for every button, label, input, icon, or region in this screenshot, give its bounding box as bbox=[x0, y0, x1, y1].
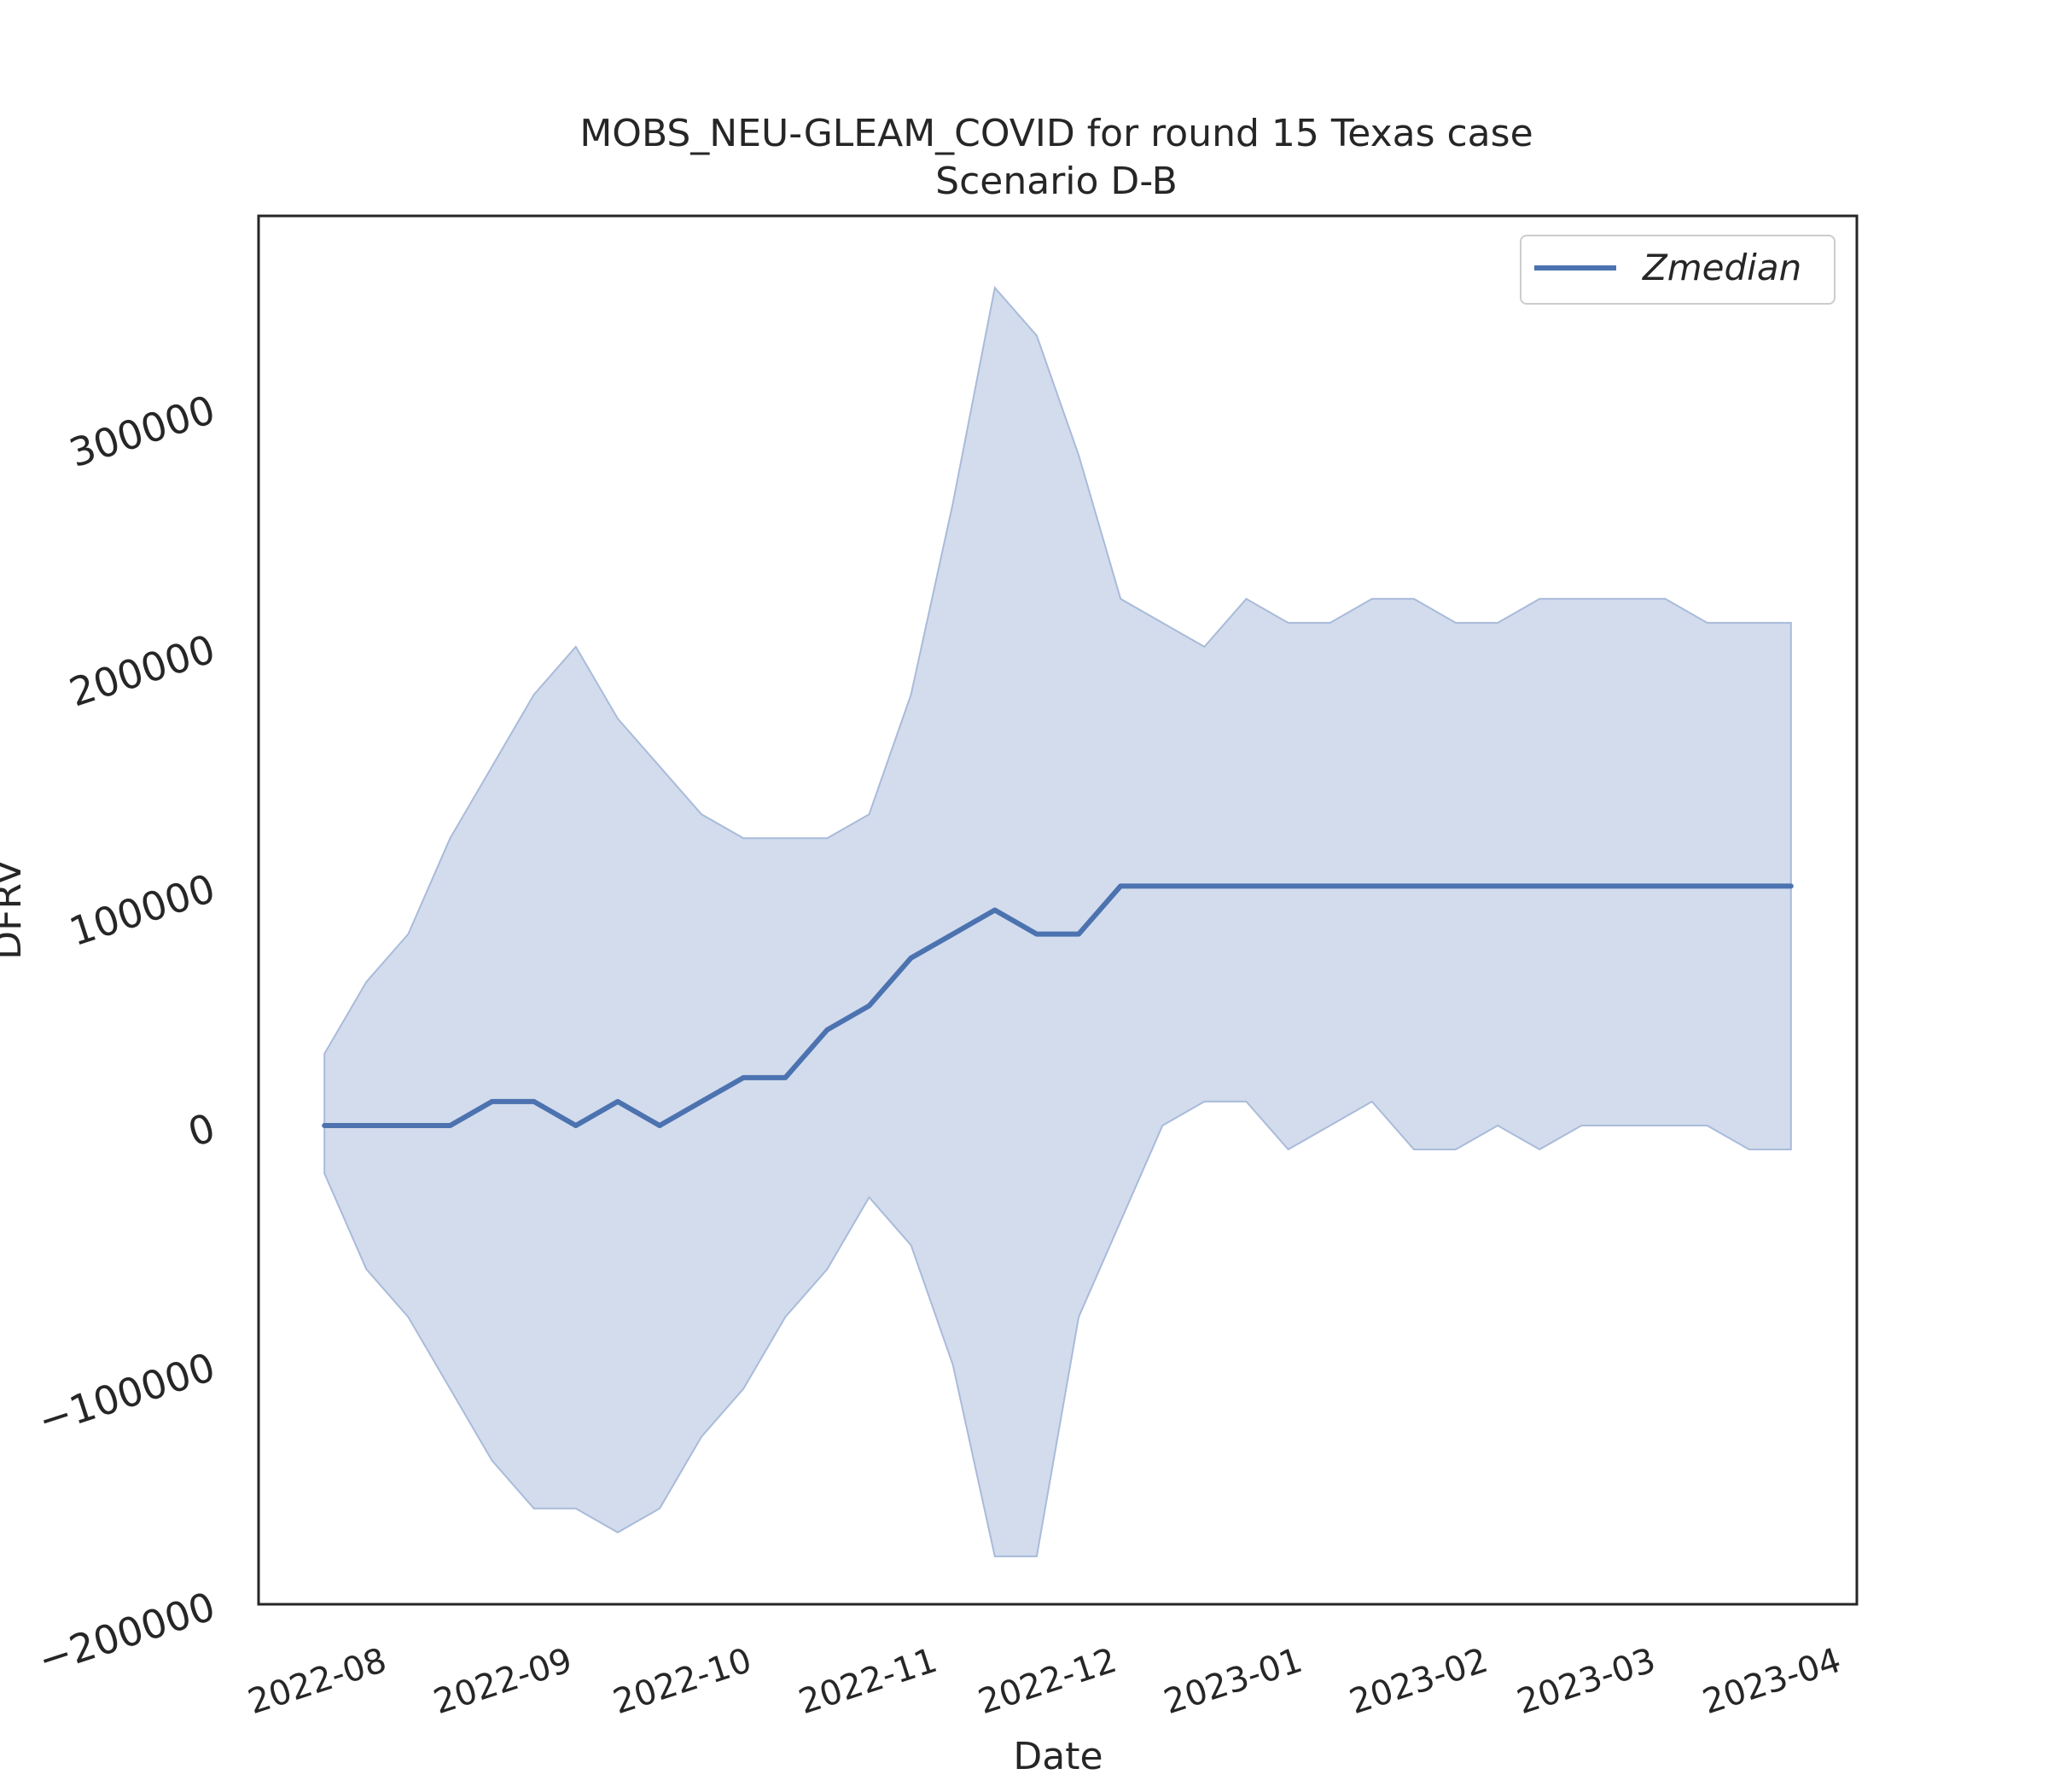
y-tick-label: −200000 bbox=[32, 1583, 220, 1684]
chart-subtitle: Scenario D-B bbox=[935, 160, 1178, 203]
legend: Zmedian bbox=[1520, 235, 1836, 305]
x-tick-label: 2023-02 bbox=[1345, 1641, 1492, 1722]
x-tick-label: 2023-04 bbox=[1698, 1641, 1846, 1722]
x-tick-label: 2022-10 bbox=[608, 1641, 756, 1722]
chart-title: MOBS_NEU-GLEAM_COVID for round 15 Texas … bbox=[579, 112, 1533, 155]
y-tick-label: 200000 bbox=[64, 625, 221, 716]
x-axis-label: Date bbox=[1013, 1735, 1103, 1778]
y-axis-label: DFRV bbox=[0, 859, 30, 959]
x-tick-label: 2022-11 bbox=[794, 1641, 942, 1722]
uncertainty-band bbox=[323, 286, 1792, 1557]
plot-area bbox=[322, 286, 1794, 1557]
y-tick-label: −100000 bbox=[32, 1344, 220, 1445]
x-axis-ticks: 2022-08 2022-09 2022-10 2022-11 2022-12 2023-… bbox=[243, 1641, 1846, 1722]
legend-label: Zmedian bbox=[1642, 247, 1801, 288]
y-tick-label: 0 bbox=[183, 1104, 221, 1155]
legend-box bbox=[1520, 235, 1836, 305]
x-tick-label: 2023-03 bbox=[1512, 1641, 1660, 1722]
y-tick-label: 300000 bbox=[64, 387, 221, 477]
x-tick-label: 2022-12 bbox=[974, 1641, 1121, 1722]
plot-frame bbox=[257, 214, 1859, 1606]
series-line-zmedian bbox=[322, 883, 1794, 1128]
x-tick-label: 2023-01 bbox=[1160, 1641, 1307, 1722]
y-tick-label: 100000 bbox=[64, 865, 221, 956]
y-axis-ticks: −200000 −100000 0 100000 200000 300000 bbox=[32, 387, 220, 1684]
x-tick-label: 2022-08 bbox=[243, 1641, 391, 1722]
x-tick-label: 2022-09 bbox=[429, 1641, 577, 1722]
